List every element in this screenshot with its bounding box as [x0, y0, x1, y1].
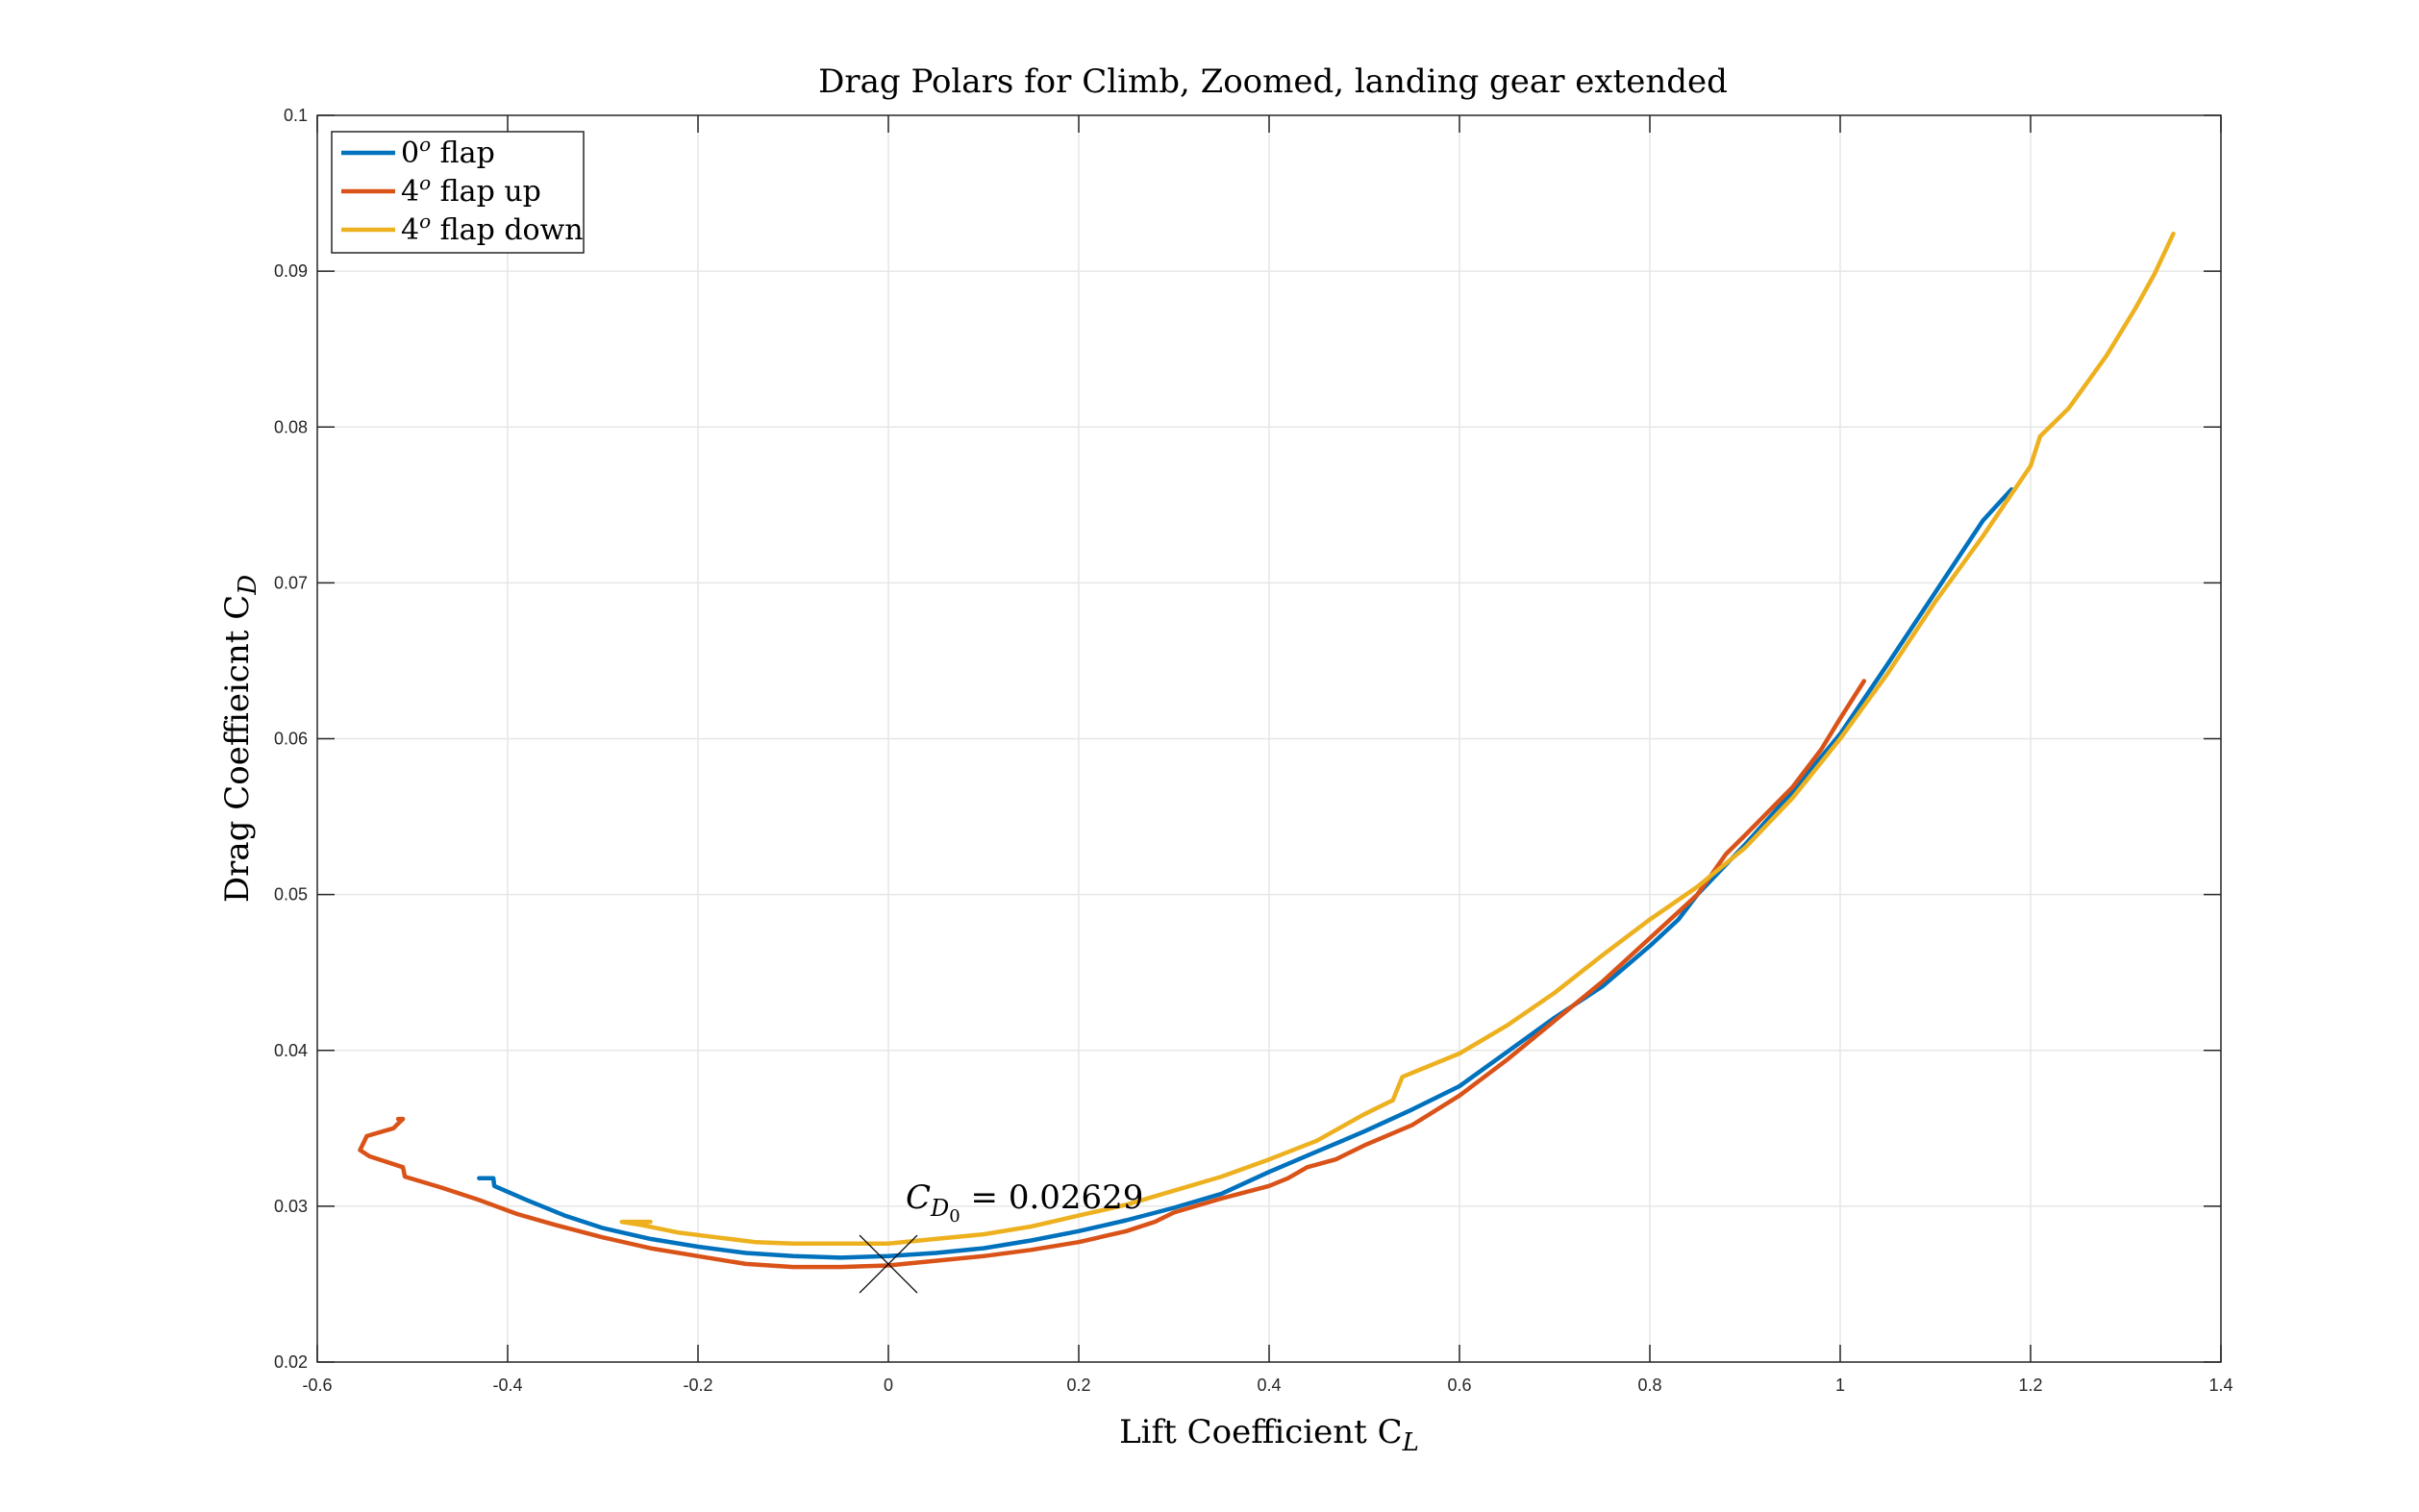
- x-tick-label: 1.4: [2208, 1376, 2232, 1395]
- series-line-1: [358, 679, 1867, 1270]
- x-axis-title: Lift Coefficient CL: [1119, 1413, 1419, 1457]
- legend-label-0: 0o flap: [401, 133, 495, 170]
- cd0-marker-stroke-b: [859, 1234, 918, 1294]
- y-tick-label: 0.02: [274, 1352, 308, 1372]
- legend-label-2: 4o flap down: [401, 210, 584, 247]
- x-tick-label: 0.2: [1066, 1376, 1090, 1395]
- y-axis-title: Drag Coeffieicnt CD: [218, 575, 262, 903]
- axis-ticks: -0.6 -0.4 -0.2 0 0.2 0.4 0.6 0.8 1 1.2 1.4 0.02 0.03…: [274, 106, 2233, 1395]
- y-tick-label: 0.08: [274, 417, 308, 436]
- x-tick-label: 0.6: [1447, 1376, 1471, 1395]
- y-tick-label: 0.1: [284, 106, 308, 125]
- series-line-0: [477, 486, 2014, 1260]
- y-tick-label: 0.04: [274, 1041, 308, 1060]
- series-line-2: [619, 231, 2176, 1247]
- y-tick-label: 0.07: [274, 573, 308, 592]
- cd0-annotation: CD0 = 0.02629: [906, 1178, 1143, 1227]
- x-tick-label: -0.2: [683, 1376, 712, 1395]
- series-layer: [358, 231, 2176, 1270]
- x-tick-label: 0.8: [1637, 1376, 1661, 1395]
- annotation-layer: CD0 = 0.02629: [859, 1178, 1143, 1294]
- x-tick-label: 0: [884, 1376, 893, 1395]
- x-tick-label: -0.4: [492, 1376, 522, 1395]
- x-tick-label: -0.6: [302, 1376, 332, 1395]
- legend-label-1: 4o flap up: [401, 171, 541, 209]
- y-tick-label: 0.05: [274, 885, 308, 905]
- x-tick-label: 1.2: [2018, 1376, 2042, 1395]
- y-tick-label: 0.03: [274, 1197, 308, 1216]
- grid-lines: [317, 115, 2221, 1362]
- chart-title: Drag Polars for Climb, Zoomed, landing g…: [818, 62, 1728, 101]
- y-tick-label: 0.06: [274, 730, 308, 749]
- x-tick-label: 1: [1835, 1376, 1845, 1395]
- y-tick-label: 0.09: [274, 261, 308, 281]
- x-tick-label: 0.4: [1257, 1376, 1281, 1395]
